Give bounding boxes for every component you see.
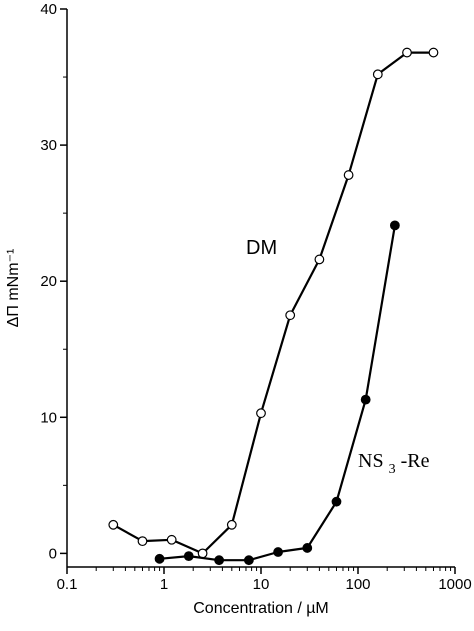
x-tick-label: 100 (345, 576, 370, 593)
series-dm (108, 47, 439, 559)
x-tick-label: 1000 (438, 576, 471, 593)
data-point-filled (243, 555, 254, 566)
series-layer (108, 47, 439, 566)
data-point-filled (331, 496, 342, 507)
data-point-open (226, 519, 237, 530)
data-point-filled (183, 551, 194, 562)
y-axis-title: ΔΠ mNm⁻¹ (5, 249, 22, 328)
data-point-filled (302, 543, 313, 553)
data-point-filled (154, 553, 165, 564)
y-tick-label: 10 (40, 409, 57, 426)
data-point-filled (360, 394, 371, 405)
data-point-open (314, 254, 325, 265)
data-point-open (402, 47, 412, 58)
data-point-open (428, 47, 439, 58)
x-axis-title: Concentration / µM (193, 600, 329, 617)
y-tick-label: 0 (49, 545, 57, 562)
series-ns3-re (154, 220, 400, 566)
data-point-open (285, 310, 296, 321)
data-point-open (343, 170, 354, 180)
data-point-open (256, 408, 266, 419)
data-point-open (137, 536, 148, 547)
data-point-open (108, 519, 119, 530)
x-tick-label: 1 (160, 576, 168, 593)
series-label-ns3-re-main: NS (358, 450, 384, 472)
x-tick-label: 0.1 (57, 576, 78, 593)
series-label-dm: DM (246, 237, 277, 259)
data-point-open (372, 69, 383, 80)
series-label-ns3-re: NS 3 -Re (358, 450, 430, 478)
data-point-open (197, 548, 208, 559)
data-point-open (166, 534, 177, 545)
y-tick-label: 30 (40, 137, 57, 154)
data-point-filled (273, 547, 283, 557)
axes: 0.1 1 10 100 1000 0 10 20 30 40 (40, 1, 471, 593)
series-label-ns3-re-rest: -Re (401, 450, 430, 472)
data-point-filled (214, 555, 225, 566)
y-tick-label: 20 (40, 273, 57, 290)
y-tick-label: 40 (40, 1, 57, 18)
series-line (112, 51, 434, 555)
x-tick-label: 10 (253, 576, 270, 593)
series-line (159, 225, 396, 562)
data-point-filled (389, 220, 400, 231)
series-label-ns3-re-subscript: 3 (389, 462, 396, 477)
